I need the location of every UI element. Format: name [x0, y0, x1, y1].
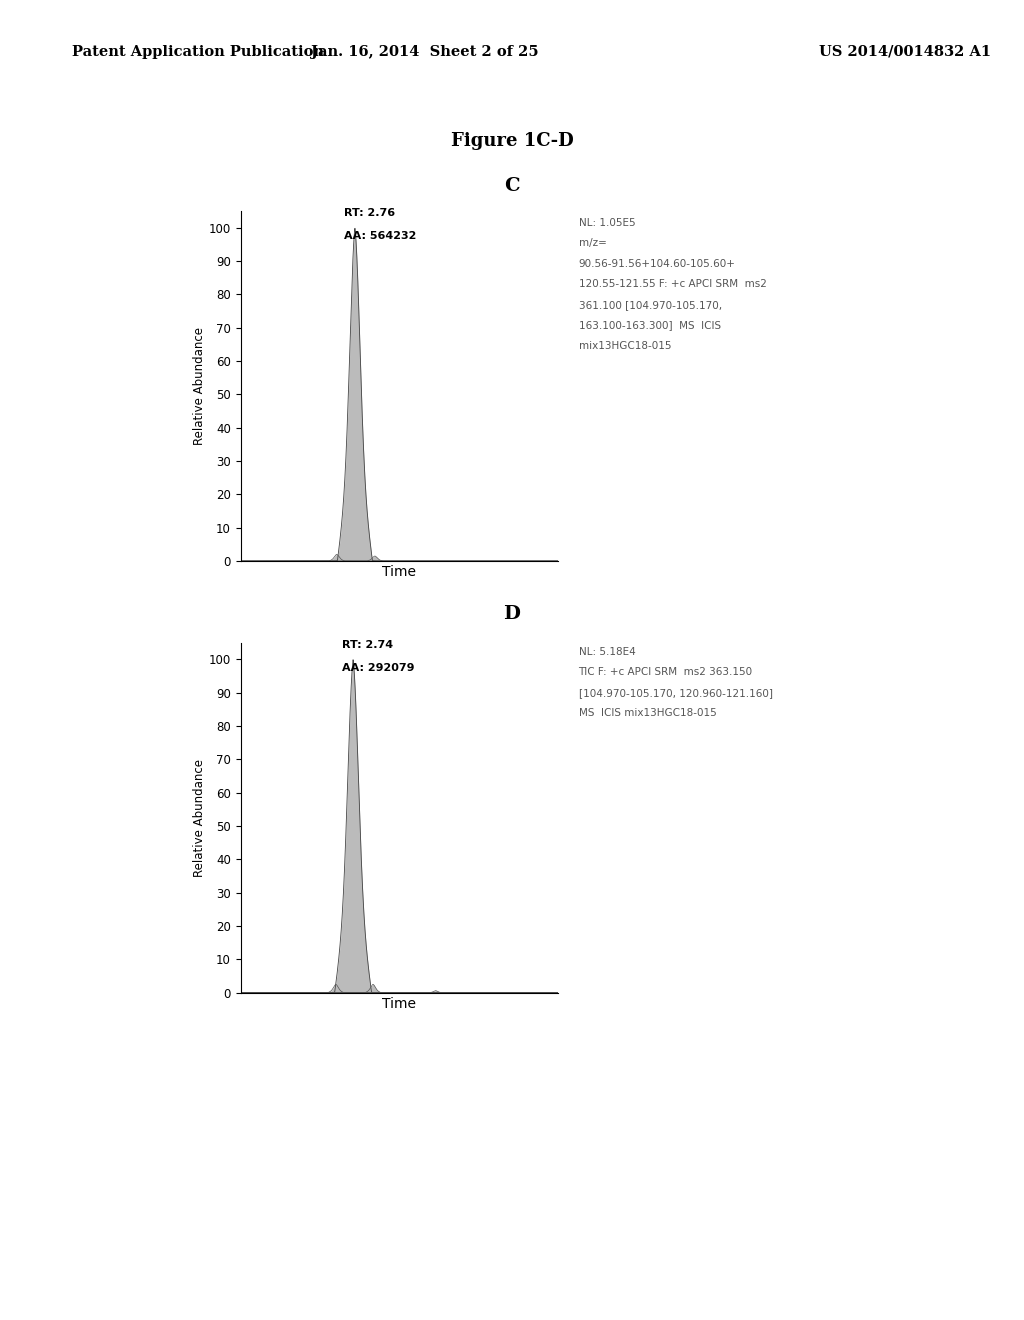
Text: US 2014/0014832 A1: US 2014/0014832 A1	[819, 45, 991, 59]
Text: 361.100 [104.970-105.170,: 361.100 [104.970-105.170,	[579, 300, 722, 310]
Text: RT: 2.74: RT: 2.74	[342, 639, 393, 649]
Y-axis label: Relative Abundance: Relative Abundance	[193, 759, 206, 876]
Text: NL: 5.18E4: NL: 5.18E4	[579, 647, 635, 657]
Text: AA: 292079: AA: 292079	[342, 663, 415, 673]
Text: TIC F: +c APCI SRM  ms2 363.150: TIC F: +c APCI SRM ms2 363.150	[579, 668, 753, 677]
Text: Patent Application Publication: Patent Application Publication	[72, 45, 324, 59]
Text: 120.55-121.55 F: +c APCI SRM  ms2: 120.55-121.55 F: +c APCI SRM ms2	[579, 280, 766, 289]
Text: mix13HGC18-015: mix13HGC18-015	[579, 341, 671, 351]
X-axis label: Time: Time	[382, 565, 417, 579]
Text: RT: 2.76: RT: 2.76	[344, 207, 395, 218]
Text: 163.100-163.300]  MS  ICIS: 163.100-163.300] MS ICIS	[579, 321, 721, 330]
X-axis label: Time: Time	[382, 997, 417, 1011]
Text: 90.56-91.56+104.60-105.60+: 90.56-91.56+104.60-105.60+	[579, 259, 735, 269]
Text: D: D	[504, 605, 520, 623]
Text: m/z=: m/z=	[579, 238, 606, 248]
Text: Jan. 16, 2014  Sheet 2 of 25: Jan. 16, 2014 Sheet 2 of 25	[311, 45, 539, 59]
Text: AA: 564232: AA: 564232	[344, 231, 417, 242]
Text: Figure 1C-D: Figure 1C-D	[451, 132, 573, 150]
Y-axis label: Relative Abundance: Relative Abundance	[193, 327, 206, 445]
Text: C: C	[504, 177, 520, 195]
Text: [104.970-105.170, 120.960-121.160]: [104.970-105.170, 120.960-121.160]	[579, 688, 772, 698]
Text: NL: 1.05E5: NL: 1.05E5	[579, 218, 635, 228]
Text: MS  ICIS mix13HGC18-015: MS ICIS mix13HGC18-015	[579, 708, 717, 718]
